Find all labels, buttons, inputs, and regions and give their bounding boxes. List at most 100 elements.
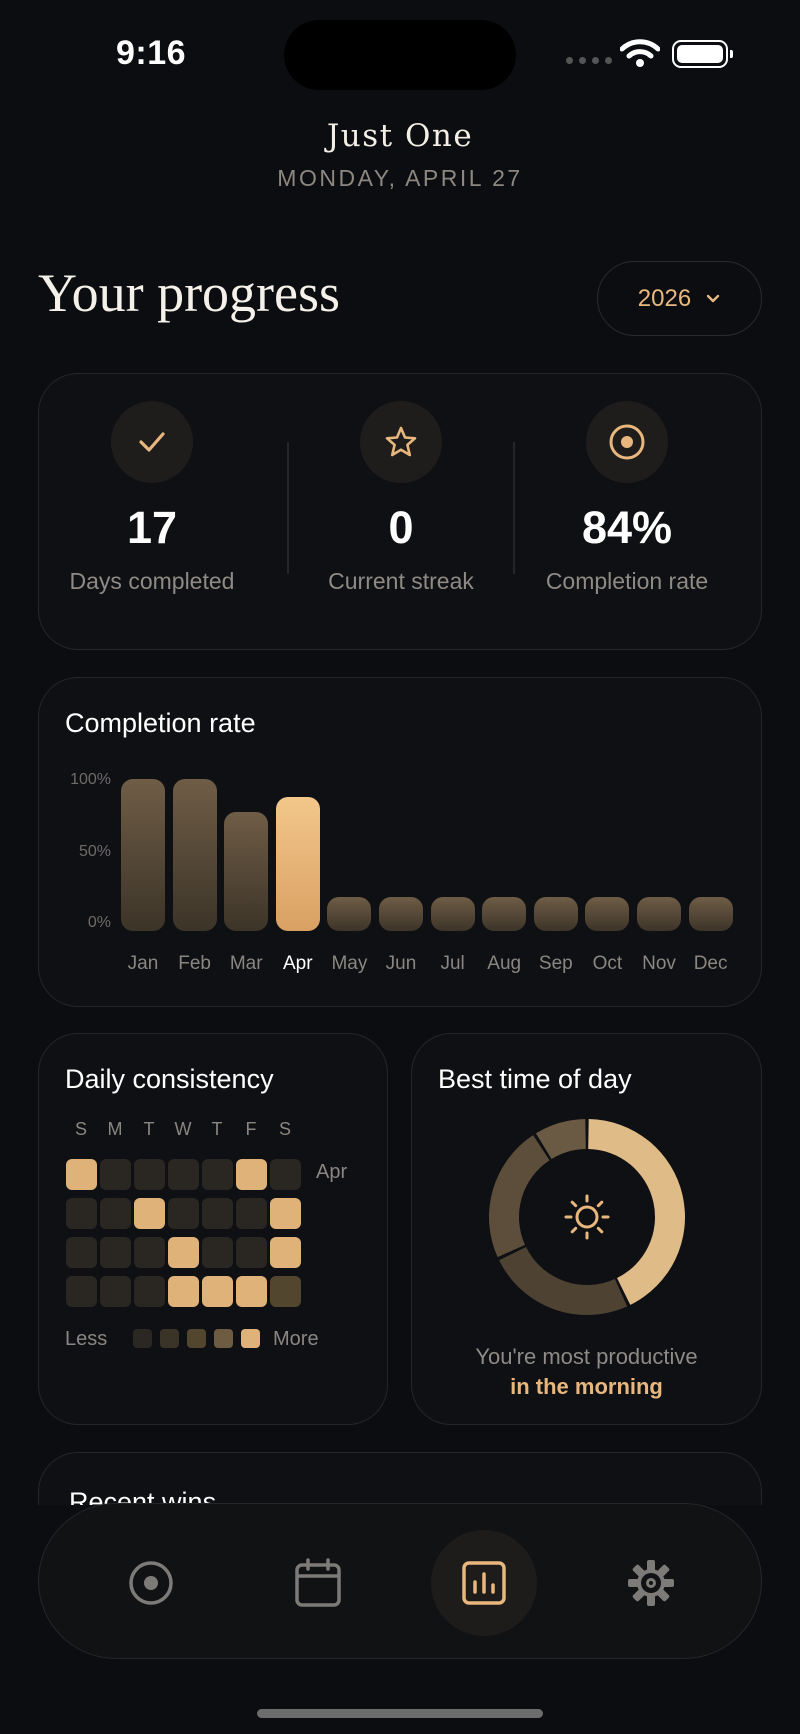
bar-mar	[224, 812, 269, 931]
check-icon	[111, 401, 193, 483]
bar-chart-icon	[462, 1561, 506, 1605]
donut-segment-afternoon	[499, 1247, 628, 1315]
tab-bar	[38, 1503, 762, 1659]
legend-swatch	[241, 1329, 260, 1348]
legend-swatch	[214, 1329, 233, 1348]
home-indicator	[257, 1709, 543, 1718]
cellular-signal-icon	[566, 57, 612, 64]
best-time-title: Best time of day	[438, 1064, 632, 1094]
bar-dec	[688, 897, 733, 931]
stat-completion-rate: 84% Completion rate	[514, 374, 740, 649]
day-cell	[202, 1198, 233, 1229]
weekday-label: S	[74, 1119, 87, 1139]
star-icon	[360, 401, 442, 483]
day-cell	[270, 1276, 301, 1307]
target-icon	[129, 1561, 173, 1605]
y-tick-label: 0%	[87, 914, 111, 931]
sun-icon	[564, 1194, 610, 1240]
day-cell	[202, 1237, 233, 1268]
calendar-icon	[295, 1558, 341, 1607]
bar-nov	[637, 897, 681, 931]
divider	[513, 442, 515, 574]
legend-swatch	[187, 1329, 206, 1348]
weekday-label: T	[211, 1119, 223, 1139]
day-cell	[134, 1237, 165, 1268]
legend-more: More	[273, 1328, 319, 1350]
weekday-label: W	[174, 1119, 192, 1139]
donut-segment-evening	[489, 1135, 550, 1258]
page-title: Your progress	[38, 263, 341, 323]
x-tick-label: May	[331, 953, 368, 974]
chevron-down-icon	[706, 294, 720, 302]
status-time: 9:16	[116, 34, 187, 72]
stat-value: 0	[388, 502, 414, 553]
bar-oct	[585, 897, 630, 931]
stat-label: Days completed	[69, 568, 235, 594]
dynamic-island	[284, 20, 516, 90]
chart-title: Completion rate	[65, 708, 256, 738]
day-cell	[134, 1159, 165, 1190]
day-cell	[270, 1159, 301, 1190]
month-label: Apr	[316, 1161, 348, 1183]
donut-segment-night	[535, 1119, 586, 1159]
bar-apr	[275, 797, 320, 931]
bar-feb	[172, 779, 217, 931]
wifi-icon	[620, 39, 660, 67]
day-cell	[100, 1276, 131, 1307]
weekday-label: T	[143, 1119, 155, 1139]
x-tick-label: Aug	[487, 953, 522, 974]
y-tick-label: 100%	[70, 771, 111, 788]
x-tick-label: Jun	[385, 953, 417, 974]
bar-sep	[533, 897, 578, 931]
gear-icon	[628, 1560, 674, 1606]
x-tick-label: Jan	[127, 953, 159, 974]
x-tick-label: Jul	[440, 953, 465, 974]
day-cell	[168, 1198, 199, 1229]
day-cell	[202, 1276, 233, 1307]
bar-may	[327, 897, 372, 931]
day-cell	[270, 1198, 301, 1229]
status-bar: 9:16	[0, 0, 800, 100]
stat-value: 17	[126, 502, 178, 553]
app-title: Just One	[326, 118, 474, 154]
stat-days-completed: 17 Days completed	[39, 374, 265, 649]
legend-swatch	[160, 1329, 179, 1348]
current-date: MONDAY, APRIL 27	[277, 165, 523, 191]
divider	[287, 442, 289, 574]
x-tick-label: Nov	[642, 953, 676, 974]
weekday-label: M	[107, 1119, 123, 1139]
day-cell	[236, 1198, 267, 1229]
time-of-day-donut	[489, 1119, 685, 1315]
day-cell	[66, 1159, 97, 1190]
tab-settings[interactable]	[598, 1530, 704, 1636]
day-cell	[100, 1237, 131, 1268]
tab-today[interactable]	[98, 1530, 204, 1636]
best-time-card: Best time of day You're most productive …	[411, 1033, 762, 1425]
year-label: 2026	[637, 284, 692, 312]
weekday-label: F	[245, 1119, 257, 1139]
day-cell	[236, 1159, 267, 1190]
day-cell	[100, 1198, 131, 1229]
day-cell	[100, 1159, 131, 1190]
completion-rate-card: Completion rate 100% 50% 0% Jan Feb Mar Apr…	[38, 677, 762, 1007]
day-cell	[134, 1276, 165, 1307]
consistency-title: Daily consistency	[65, 1064, 274, 1094]
x-tick-label: Feb	[178, 953, 211, 974]
day-cell	[168, 1276, 199, 1307]
battery-icon	[672, 40, 733, 68]
day-cell	[134, 1198, 165, 1229]
legend-less: Less	[65, 1328, 108, 1350]
x-tick-label: Mar	[229, 953, 263, 974]
day-cell	[66, 1237, 97, 1268]
stat-value: 84%	[581, 502, 673, 553]
day-cell	[270, 1237, 301, 1268]
donut-segment-morning	[588, 1119, 685, 1305]
tab-calendar[interactable]	[265, 1530, 371, 1636]
year-selector[interactable]: 2026	[597, 261, 762, 336]
bar-jul	[430, 897, 475, 931]
stats-card: 17 Days completed 0 Current streak 84% C…	[38, 373, 762, 650]
bar-jun	[379, 897, 423, 931]
weekday-label: S	[278, 1119, 291, 1139]
tab-stats[interactable]	[431, 1530, 537, 1636]
